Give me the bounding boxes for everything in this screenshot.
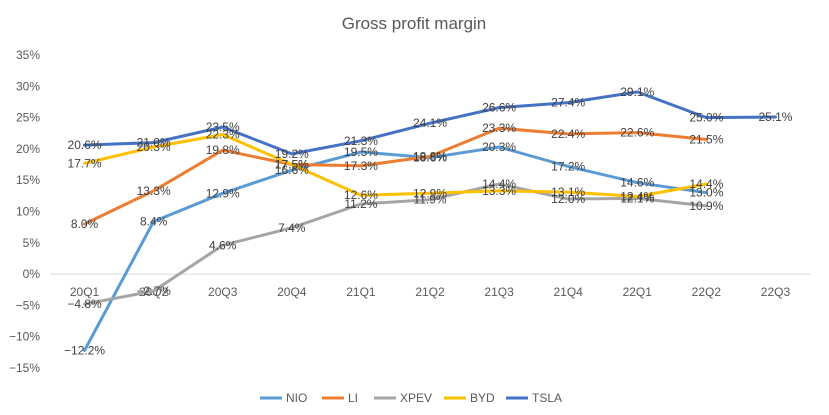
data-label-byd: 12.9% — [413, 186, 447, 200]
data-label-li: 21.5% — [689, 133, 723, 147]
data-label-tsla: 25.1% — [758, 110, 792, 124]
data-label-xpev: 12.0% — [551, 192, 585, 206]
series-line-tsla — [83, 90, 777, 156]
data-label-byd: 12.4% — [620, 189, 654, 203]
series-line-nio — [83, 145, 708, 352]
legend-item-xpev: XPEV — [374, 391, 432, 405]
data-label-li: 17.5% — [275, 158, 309, 172]
y-tick-label: 25% — [16, 111, 40, 125]
legend-item-tsla: TSLA — [506, 391, 562, 405]
y-axis: −15% −10% −5% 0% 5% 10% 15% 20% 25% 30% 35% — [9, 48, 40, 375]
data-label-tsla: 20.6% — [68, 138, 102, 152]
y-tick-label: 10% — [16, 205, 40, 219]
data-label-xpev: 7.4% — [278, 221, 306, 235]
data-label-li: 17.3% — [344, 159, 378, 173]
x-tick-label: 20Q4 — [277, 285, 307, 299]
data-label-tsla: 21.0% — [137, 136, 171, 150]
series-line-xpev — [83, 182, 708, 306]
data-label-xpev: −2.7% — [136, 284, 171, 298]
y-tick-label: 35% — [16, 48, 40, 62]
data-label-nio: 8.4% — [140, 215, 168, 229]
data-label-xpev: 11.2% — [344, 197, 377, 211]
y-tick-label: −5% — [16, 298, 41, 312]
data-label-li: 22.4% — [551, 127, 585, 141]
data-label-byd: 20.3% — [137, 140, 171, 154]
data-label-xpev: 12.1% — [620, 191, 654, 205]
legend-item-nio: NIO — [260, 391, 307, 405]
data-label-tsla: 24.1% — [413, 116, 447, 130]
data-label-nio: 17.2% — [551, 159, 585, 173]
x-tick-label: 21Q2 — [415, 285, 445, 299]
data-label-byd: 14.4% — [689, 177, 723, 191]
y-tick-label: 0% — [23, 267, 41, 281]
x-axis: 20Q1 20Q2 20Q3 20Q4 21Q1 21Q2 21Q3 21Q4 22Q1 22Q2… — [50, 273, 810, 299]
chart-title: Gross profit margin — [342, 14, 487, 33]
data-label-nio: 18.6% — [413, 151, 447, 165]
data-label-nio: 12.9% — [206, 186, 240, 200]
y-tick-label: −15% — [9, 361, 40, 375]
legend-item-li: LI — [322, 391, 358, 405]
legend-label: BYD — [470, 391, 495, 405]
data-label-xpev: −4.8% — [67, 297, 102, 311]
data-label-nio: 14.6% — [620, 176, 654, 190]
x-tick-label: 20Q1 — [70, 285, 100, 299]
data-label-tsla: 26.6% — [482, 101, 516, 115]
legend-label: TSLA — [532, 391, 562, 405]
data-label-li: 23.3% — [482, 121, 516, 135]
data-label-tsla: 23.5% — [206, 120, 240, 134]
y-tick-label: 15% — [16, 173, 40, 187]
data-label-li: 13.3% — [137, 184, 171, 198]
data-label-tsla: 21.3% — [344, 134, 378, 148]
data-label-byd: 17.5% — [275, 158, 309, 172]
data-label-li: 8.0% — [71, 217, 99, 231]
series-lines — [83, 90, 777, 352]
y-tick-label: 30% — [16, 79, 40, 93]
x-tick-label: 21Q3 — [484, 285, 514, 299]
data-label-byd: 22.3% — [206, 128, 240, 142]
data-label-byd: 12.6% — [344, 188, 378, 202]
data-label-li: 22.6% — [620, 126, 654, 140]
data-labels: −12.2% 8.4% 12.9% 16.6% 19.5% 18.6% 20.3% 17.2%… — [64, 85, 793, 358]
legend: NIO LI XPEV BYD TSLA — [260, 391, 562, 405]
data-label-nio: 19.5% — [344, 145, 378, 159]
legend-label: XPEV — [400, 391, 432, 405]
series-line-byd — [83, 133, 708, 198]
data-label-nio: 20.3% — [482, 140, 516, 154]
data-label-li: 19.8% — [206, 143, 240, 157]
data-label-byd: 17.7% — [68, 156, 102, 170]
data-label-nio: −12.2% — [64, 343, 105, 357]
data-label-tsla: 25.0% — [689, 111, 723, 125]
data-label-xpev: 10.9% — [689, 199, 723, 213]
data-label-tsla: 19.2% — [275, 147, 309, 161]
data-label-nio: 13.0% — [689, 186, 723, 200]
legend-label: NIO — [286, 391, 307, 405]
data-label-byd: 13.3% — [482, 184, 516, 198]
data-label-tsla: 29.1% — [620, 85, 654, 99]
legend-label: LI — [348, 391, 358, 405]
legend-item-byd: BYD — [444, 391, 495, 405]
data-label-xpev: 11.9% — [413, 193, 446, 207]
series-line-li — [83, 126, 708, 226]
data-label-tsla: 27.4% — [551, 96, 585, 110]
x-tick-label: 22Q3 — [761, 285, 791, 299]
x-tick-label: 20Q3 — [208, 285, 238, 299]
x-tick-label: 22Q2 — [692, 285, 722, 299]
y-tick-label: 20% — [16, 142, 40, 156]
data-label-nio: 16.6% — [275, 163, 309, 177]
y-tick-label: 5% — [23, 236, 41, 250]
data-label-xpev: 4.6% — [209, 238, 237, 252]
x-tick-label: 21Q1 — [346, 285, 376, 299]
data-label-li: 18.8% — [413, 149, 447, 163]
x-tick-label: 21Q4 — [554, 285, 584, 299]
x-tick-label: 22Q1 — [623, 285, 653, 299]
y-tick-label: −10% — [9, 330, 40, 344]
data-label-xpev: 14.4% — [482, 177, 516, 191]
data-label-byd: 13.1% — [551, 185, 585, 199]
